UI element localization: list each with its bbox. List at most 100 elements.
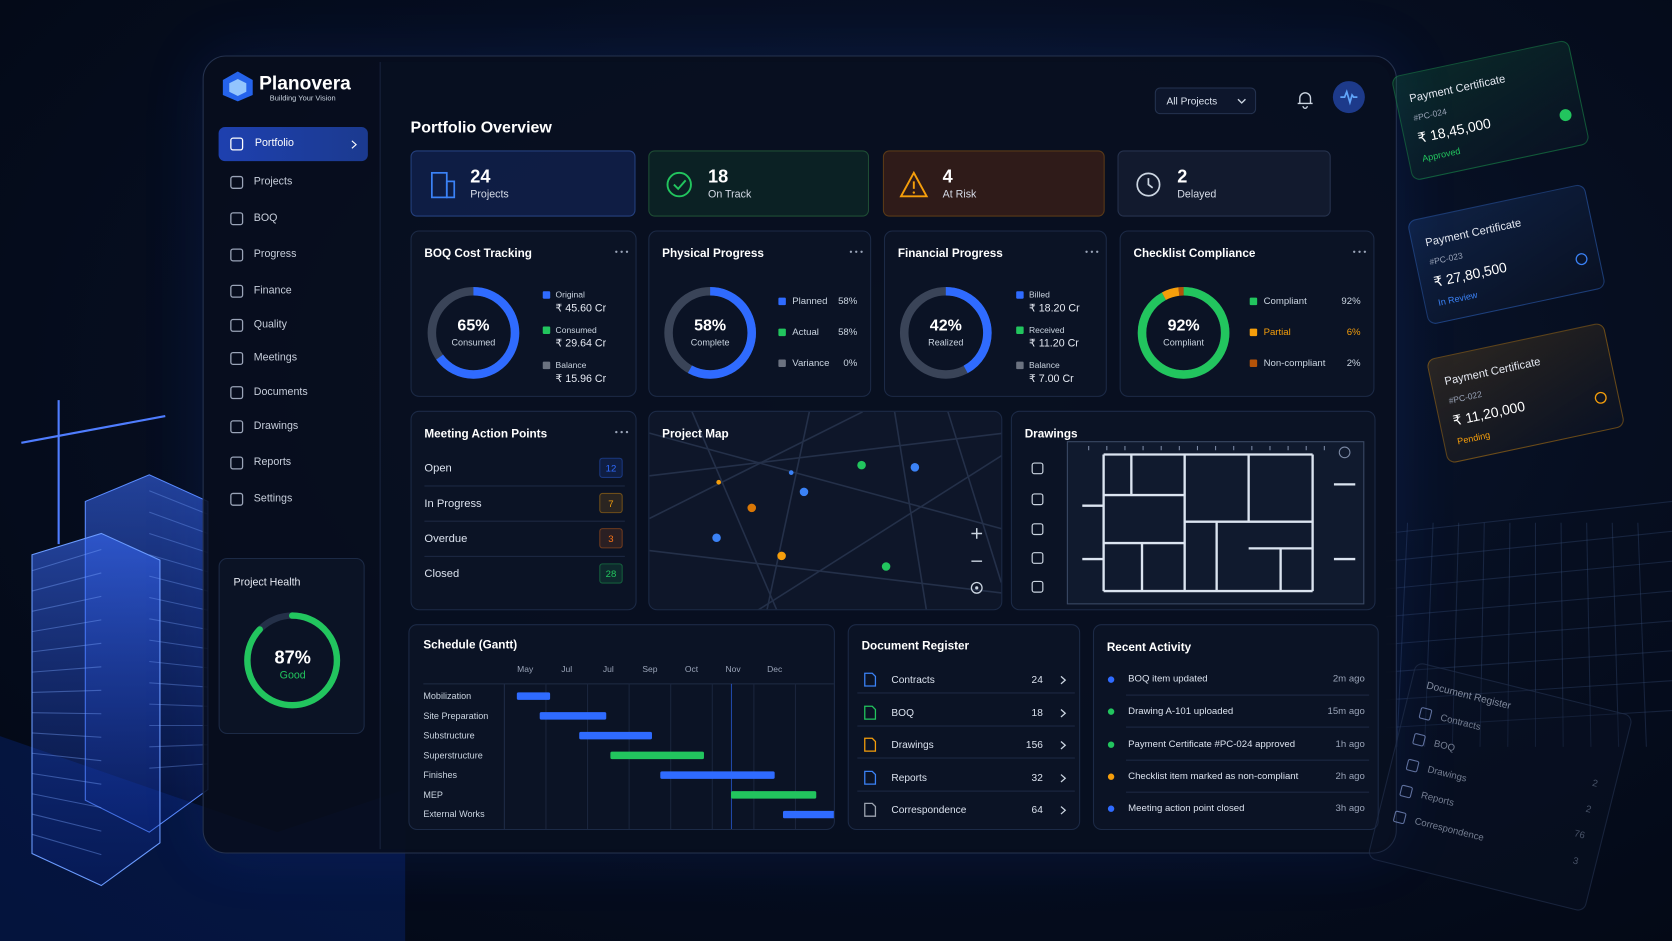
legend-name: Planned	[792, 295, 828, 307]
action-count: 3	[608, 533, 614, 545]
tower-floor	[31, 752, 102, 762]
legend-name: Consumed	[555, 325, 597, 336]
map-pin	[788, 470, 794, 475]
tool-glyph	[1031, 523, 1044, 536]
locate-button[interactable]	[969, 580, 984, 595]
document-count[interactable]: 24	[1031, 674, 1043, 687]
activity-text: Checklist item marked as non-compliant	[1128, 770, 1299, 781]
stat-value: 4	[942, 166, 953, 187]
project-filter[interactable]: All Projects	[1154, 87, 1257, 115]
donut-value: 58%	[694, 316, 727, 336]
blueprint-line	[1386, 680, 1672, 701]
nav-item[interactable]: Meetings	[219, 341, 368, 375]
drawing-tool[interactable]	[1031, 580, 1044, 593]
more-menu[interactable]	[1352, 249, 1367, 255]
menu-dot	[1358, 250, 1361, 253]
row-divider	[424, 555, 625, 557]
legend-name: Billed	[1028, 290, 1050, 300]
blueprint-line	[1611, 522, 1620, 747]
tower-floor	[149, 554, 209, 573]
nav-label[interactable]: Progress	[253, 248, 297, 261]
row-divider	[1126, 694, 1370, 696]
zoom-button[interactable]	[969, 526, 984, 541]
certificate-amount: ₹ 11,20,000	[1451, 397, 1527, 429]
nav-item[interactable]: Finance	[219, 274, 368, 308]
nav-item[interactable]: Projects	[219, 165, 368, 199]
document-count[interactable]: 18	[1031, 706, 1043, 719]
gantt-grid	[423, 683, 834, 829]
tower-floor	[31, 813, 102, 832]
document-row[interactable]: Drawings 156	[857, 731, 1075, 759]
drawing-tool[interactable]	[1031, 462, 1044, 475]
status-icon	[1575, 253, 1588, 266]
document-name[interactable]: Reports	[891, 771, 927, 784]
nav-item[interactable]: Drawings	[219, 410, 368, 444]
nav-item[interactable]: Settings	[219, 482, 368, 516]
icon-shape	[230, 456, 244, 470]
filter-label[interactable]: All Projects	[1166, 96, 1218, 108]
document-row[interactable]: Correspondence 64	[857, 796, 1075, 824]
nav-label[interactable]: Portfolio	[254, 137, 294, 150]
nav-item[interactable]: BOQ	[219, 202, 368, 236]
document-name[interactable]: BOQ	[891, 706, 914, 719]
nav-item[interactable]: Progress	[219, 238, 368, 272]
activity-button[interactable]	[1332, 81, 1365, 114]
more-menu[interactable]	[849, 249, 864, 255]
schedule-card: Schedule (Gantt) May Jul Jul Sep Oct Nov Dec Mob…	[408, 624, 835, 831]
nav-label[interactable]: BOQ	[253, 212, 278, 225]
donut-arc	[244, 612, 341, 709]
locate-glyph	[970, 581, 983, 594]
physical_progress-card: Physical Progress 58% Complete Planned 58% Ac…	[648, 230, 872, 397]
drawing-tool[interactable]	[1031, 523, 1044, 536]
document-count[interactable]: 156	[1025, 739, 1043, 752]
icon-shape	[230, 137, 244, 151]
financial_progress-card: Financial Progress 42% Realized Billed ₹ 18.…	[883, 230, 1107, 397]
drawing-tool[interactable]	[1031, 552, 1044, 565]
gantt-bar	[516, 692, 551, 700]
document-row[interactable]: BOQ 18	[857, 698, 1075, 727]
document-name[interactable]: Contracts	[891, 674, 935, 687]
locate-glyph	[975, 586, 979, 590]
tool-glyph	[1031, 552, 1044, 564]
zoom-button[interactable]	[969, 554, 984, 569]
document-count[interactable]: 64	[1031, 804, 1043, 817]
nav-icon	[230, 137, 244, 151]
document-row[interactable]: Reports 32	[857, 763, 1075, 792]
nav-label[interactable]: Settings	[253, 492, 293, 505]
nav-item[interactable]: Portfolio	[218, 126, 368, 162]
legend-value: 58%	[838, 295, 858, 307]
row-divider	[1126, 759, 1370, 761]
menu-dot	[1090, 250, 1094, 253]
drawing-tool[interactable]	[1031, 493, 1044, 506]
nav-item[interactable]: Quality	[219, 308, 368, 342]
gantt-month: Nov	[725, 664, 741, 675]
legend-value: ₹ 29.64 Cr	[555, 338, 607, 350]
more-menu[interactable]	[1084, 249, 1099, 255]
nav-label[interactable]: Projects	[253, 176, 293, 188]
document-name[interactable]: Drawings	[891, 739, 934, 752]
tower-floor	[31, 793, 102, 809]
document-name[interactable]: Correspondence	[891, 804, 967, 817]
icon-shape	[230, 175, 244, 189]
row-divider	[424, 485, 625, 487]
donut-value: 42%	[929, 316, 962, 336]
map-road	[649, 432, 1002, 477]
nav-item[interactable]: Documents	[219, 376, 368, 410]
nav-label[interactable]: Drawings	[253, 420, 299, 433]
nav-label[interactable]: Quality	[253, 319, 287, 331]
nav-item[interactable]: Reports	[219, 446, 368, 480]
preview-name: Contracts	[1439, 711, 1482, 733]
nav-label[interactable]: Finance	[253, 284, 292, 297]
notifications[interactable]	[1297, 90, 1314, 109]
document-row[interactable]: Contracts 24	[857, 666, 1075, 694]
nav-label[interactable]: Meetings	[253, 352, 298, 364]
nav-label[interactable]: Reports	[253, 456, 292, 469]
action-count: 12	[605, 463, 617, 474]
nav-label[interactable]: Documents	[253, 386, 308, 398]
certificate-id: #PC-022	[1447, 389, 1483, 406]
document-count[interactable]: 32	[1031, 771, 1043, 784]
more-menu[interactable]	[614, 429, 629, 435]
more-menu[interactable]	[614, 249, 629, 255]
gantt-task: Superstructure	[423, 749, 483, 761]
